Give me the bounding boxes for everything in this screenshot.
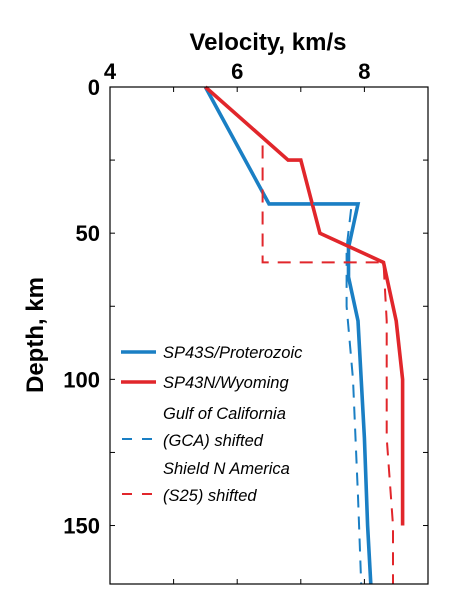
- tick-labels: 4 6 8 0 50 100 150: [63, 59, 370, 539]
- legend-label-1: SP43N/Wyoming: [163, 374, 289, 392]
- x-axis-title: Velocity, km/s: [190, 29, 347, 56]
- legend-label-2-line2: (GCA) shifted: [163, 432, 264, 450]
- series-line-3: [261, 145, 394, 584]
- y-axis-title: Depth, km: [22, 277, 49, 393]
- legend-background: [116, 335, 344, 520]
- legend: SP43S/Proterozoic SP43N/Wyoming Gulf of Ca…: [116, 335, 344, 520]
- legend-label-3: Shield N America: [163, 460, 290, 478]
- x-tick-label: 8: [358, 59, 370, 84]
- x-tick-label: 6: [231, 59, 243, 84]
- x-tick-label: 4: [104, 59, 117, 84]
- series-line-1: [204, 85, 405, 526]
- y-tick-label: 50: [76, 221, 100, 246]
- plot-frame: [109, 86, 429, 585]
- legend-label-0: SP43S/Proterozoic: [163, 344, 303, 362]
- plot-lines: [203, 85, 405, 585]
- legend-label-2: Gulf of California: [163, 405, 286, 423]
- y-tick-label: 0: [88, 75, 100, 100]
- series-line-2: [269, 202, 363, 585]
- y-tick-label: 100: [63, 367, 100, 392]
- y-tick-label: 150: [63, 514, 100, 539]
- legend-label-3-line2: (S25) shifted: [163, 487, 257, 505]
